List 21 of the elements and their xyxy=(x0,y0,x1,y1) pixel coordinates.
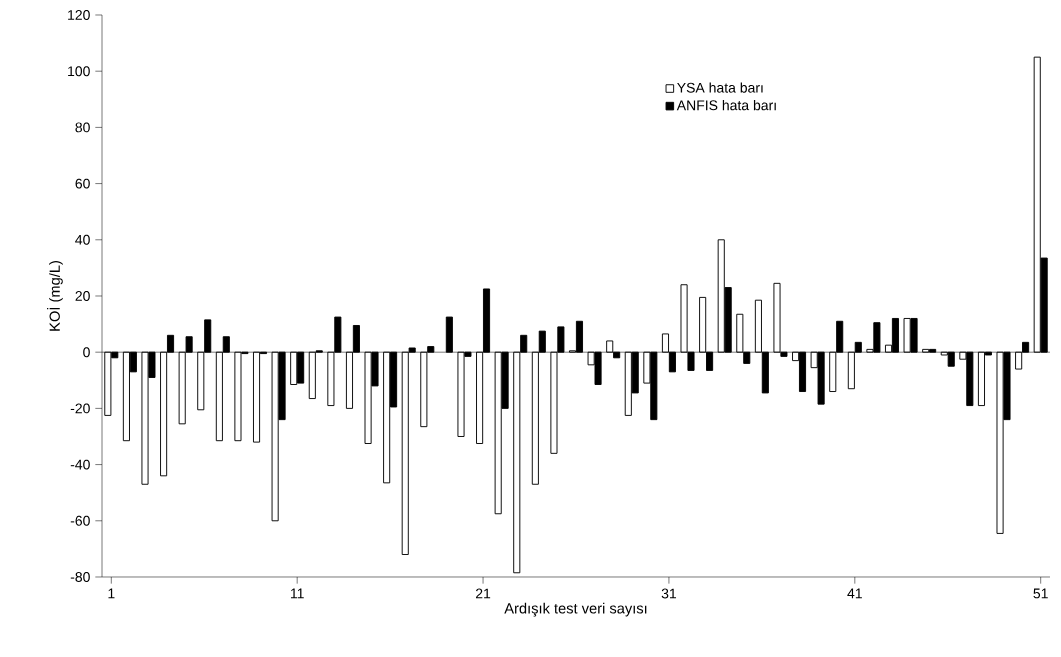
x-tick-label: 11 xyxy=(290,588,304,599)
y-tick-label: -60 xyxy=(70,515,90,526)
x-tick-label: 31 xyxy=(661,588,677,599)
legend-label: ANFIS hata barı xyxy=(676,99,776,111)
y-tick-label: 120 xyxy=(68,10,90,20)
y-tick-label: -20 xyxy=(70,403,90,414)
legend-label: YSA hata barı xyxy=(677,82,763,93)
y-tick-label: 0 xyxy=(83,347,90,358)
x-tick-label: 21 xyxy=(475,588,491,599)
y-tick-label: -40 xyxy=(70,459,90,470)
y-tick-label: 40 xyxy=(75,234,90,245)
y-tick-label: -80 xyxy=(70,572,90,582)
y-tick-label: 100 xyxy=(68,66,90,77)
y-tick-label: 80 xyxy=(75,122,90,133)
x-tick-label: 41 xyxy=(847,588,862,599)
y-tick-label: 60 xyxy=(75,178,90,189)
x-tick-label: 1 xyxy=(108,588,115,599)
y-axis-title: KOİ (mg/L) xyxy=(47,261,63,331)
y-tick-label: 20 xyxy=(75,291,90,301)
x-tick-label: 51 xyxy=(1033,588,1048,599)
x-axis-title: Ardışık test veri sayısı xyxy=(504,602,647,617)
